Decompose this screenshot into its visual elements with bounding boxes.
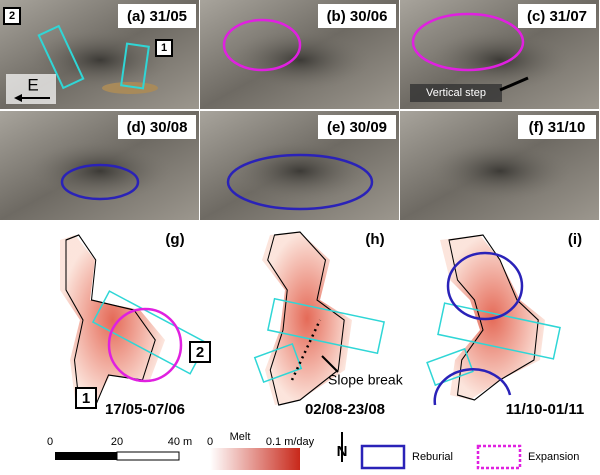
photo-cliff bbox=[430, 30, 570, 90]
panel-label: (a) 31/05 bbox=[127, 8, 187, 25]
melt-area bbox=[60, 235, 165, 405]
map-label: (i) bbox=[568, 231, 582, 248]
scale-bar bbox=[116, 451, 180, 461]
melt-title: Melt bbox=[230, 431, 251, 443]
box-label: 1 bbox=[161, 42, 167, 54]
slope-arrow bbox=[321, 355, 339, 373]
pit-outline bbox=[448, 234, 539, 401]
scale-label: 40 m bbox=[168, 436, 192, 448]
photo-a-annotations: 2 1 E bbox=[3, 7, 173, 104]
label-box bbox=[3, 7, 21, 25]
melt-max: 0.1 m/day bbox=[266, 436, 315, 448]
melt-min: 0 bbox=[207, 436, 213, 448]
label-box bbox=[155, 39, 173, 57]
map-g-annotations: 2 1 bbox=[75, 290, 211, 409]
slope-break-line bbox=[290, 319, 322, 381]
reburial-ellipse bbox=[60, 163, 140, 201]
map-period: 17/05-07/06 bbox=[105, 401, 185, 418]
photo-panels: (a) 31/05 (b) 30/06 (c) 31/07 (d) 30/08 (e) … bbox=[0, 0, 599, 220]
legend: 0 20 40 m Melt 0 0.1 m/day N Reburial Ex… bbox=[47, 431, 579, 470]
photo-cliff bbox=[30, 141, 170, 201]
slope-label: Slope break bbox=[328, 372, 404, 388]
pit-outline bbox=[65, 234, 156, 406]
scale-label: 0 bbox=[47, 436, 53, 448]
map-label: (g) bbox=[165, 231, 184, 248]
step-arrow bbox=[499, 76, 529, 92]
cyan-box bbox=[253, 342, 303, 384]
label-box bbox=[189, 341, 211, 363]
direction-label: E bbox=[27, 75, 38, 94]
box-label: 2 bbox=[196, 344, 204, 361]
map-period: 02/08-23/08 bbox=[305, 401, 385, 418]
map-panels: (g) 17/05-07/06 (h) 02/08-23/08 (i) 11/10-01/… bbox=[60, 231, 584, 418]
panel-label: (f) 31/10 bbox=[529, 119, 586, 136]
label-bg bbox=[118, 4, 196, 28]
label-bg bbox=[118, 115, 196, 139]
label-bg bbox=[518, 4, 596, 28]
reburial-label: Reburial bbox=[412, 451, 453, 463]
expansion-swatch bbox=[476, 444, 522, 470]
map-i-annotations bbox=[426, 251, 561, 406]
box-label: 2 bbox=[9, 10, 15, 22]
photo-cliff bbox=[230, 141, 370, 201]
reburial-swatch bbox=[360, 444, 406, 470]
map-period: 11/10-01/11 bbox=[506, 401, 584, 418]
step-bg bbox=[410, 84, 502, 102]
colorbar bbox=[210, 448, 300, 470]
panel-label: (e) 30/09 bbox=[327, 119, 387, 136]
pit-outline bbox=[267, 231, 345, 406]
photo-cliff bbox=[230, 30, 370, 90]
scale-bar bbox=[55, 452, 117, 460]
expansion-ellipse bbox=[222, 18, 302, 72]
expansion-label: Expansion bbox=[528, 451, 579, 463]
panel-label: (b) 30/06 bbox=[327, 8, 388, 25]
map-h-annotations: Slope break bbox=[253, 297, 404, 388]
map-label: (h) bbox=[365, 231, 384, 248]
cyan-box bbox=[37, 24, 85, 90]
expansion-circle bbox=[107, 307, 183, 383]
label-box bbox=[75, 387, 97, 409]
cyan-box bbox=[426, 347, 474, 387]
reburial-ellipse bbox=[226, 153, 374, 211]
label-bg bbox=[318, 115, 396, 139]
panel-label: (d) 30/08 bbox=[127, 119, 188, 136]
box-label: 1 bbox=[82, 390, 90, 407]
expansion-ellipse bbox=[411, 12, 525, 72]
arrow-head bbox=[14, 94, 22, 102]
step-label: Vertical step bbox=[426, 87, 486, 99]
photo-cliff bbox=[430, 141, 570, 201]
melt-area bbox=[262, 232, 352, 405]
reburial-ellipse bbox=[446, 251, 524, 321]
cyan-box bbox=[120, 42, 150, 90]
pond bbox=[102, 82, 158, 94]
reburial-arc bbox=[433, 368, 512, 406]
label-bg bbox=[518, 115, 596, 139]
cyan-box bbox=[267, 297, 385, 355]
label-bg bbox=[318, 4, 396, 28]
panel-label: (c) 31/07 bbox=[527, 8, 587, 25]
scale-label: 20 bbox=[111, 436, 123, 448]
